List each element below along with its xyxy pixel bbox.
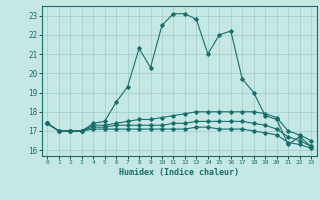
X-axis label: Humidex (Indice chaleur): Humidex (Indice chaleur) <box>119 168 239 177</box>
